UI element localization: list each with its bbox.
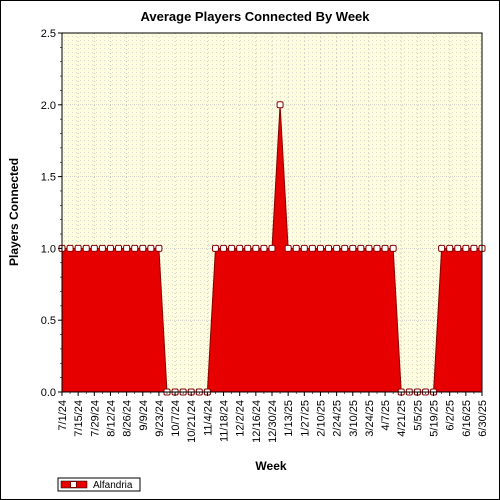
y-tick-label: 0.5	[41, 315, 56, 327]
data-point	[147, 244, 155, 252]
data-point	[211, 244, 219, 252]
y-tick-label: 0.0	[41, 387, 56, 399]
data-point	[365, 244, 373, 252]
x-tick-label: 6/2/25	[445, 400, 457, 431]
x-tick-label: 9/9/24	[138, 400, 150, 431]
data-point	[115, 244, 123, 252]
data-point	[292, 244, 300, 252]
x-tick-label: 11/18/24	[219, 400, 231, 442]
x-tick-label: 10/21/24	[186, 400, 198, 443]
data-point	[381, 244, 389, 252]
x-tick-label: 2/24/25	[332, 400, 344, 437]
data-point	[349, 244, 357, 252]
x-tick-label: 7/29/24	[89, 400, 101, 437]
data-point	[268, 244, 276, 252]
x-tick-label: 1/27/25	[299, 400, 311, 437]
data-point	[98, 244, 106, 252]
x-tick-label: 3/10/25	[348, 400, 360, 437]
x-tick-label: 7/15/24	[73, 400, 85, 437]
x-tick-label: 5/5/25	[412, 400, 424, 431]
data-point	[316, 244, 324, 252]
y-axis-label: Players Connected	[7, 158, 21, 266]
chart-title: Average Players Connected By Week	[140, 9, 370, 24]
data-point	[276, 101, 284, 109]
legend: Alfandria	[57, 477, 141, 492]
data-point	[454, 244, 462, 252]
x-tick-label: 1/13/25	[283, 400, 295, 437]
data-point	[82, 244, 90, 252]
data-point	[155, 244, 163, 252]
y-tick-label: 1.0	[41, 243, 56, 255]
y-tick-label: 2.0	[41, 100, 56, 112]
axes: 0.0 0.5 1.0 1.5 2.0 2.5 7/1/24 7/15/24 7/29/24 8/…	[41, 28, 489, 443]
x-tick-label: 4/21/25	[396, 400, 408, 437]
data-point	[325, 244, 333, 252]
data-point	[252, 244, 260, 252]
x-tick-label: 10/7/24	[170, 400, 182, 437]
data-point	[131, 244, 139, 252]
data-point	[300, 244, 308, 252]
data-point	[462, 244, 470, 252]
data-point	[470, 244, 478, 252]
data-point	[308, 244, 316, 252]
y-tick-label: 1.5	[41, 172, 56, 184]
data-point	[106, 244, 114, 252]
legend-marker	[70, 481, 77, 488]
x-axis-label: Week	[255, 459, 286, 473]
x-tick-label: 6/16/25	[461, 400, 473, 437]
data-point	[244, 244, 252, 252]
data-point	[438, 244, 446, 252]
data-point	[357, 244, 365, 252]
data-point	[74, 244, 82, 252]
series-alfandria	[58, 101, 486, 396]
x-tick-label: 4/7/25	[380, 400, 392, 431]
x-tick-label: 12/2/24	[235, 400, 247, 437]
data-point	[236, 244, 244, 252]
data-point	[389, 244, 397, 252]
y-tick-label: 2.5	[41, 28, 56, 40]
x-tick-label: 6/30/25	[477, 400, 489, 437]
x-tick-label: 12/16/24	[251, 400, 263, 443]
data-point	[139, 244, 147, 252]
x-tick-label: 3/24/25	[364, 400, 376, 437]
x-tick-label: 12/30/24	[267, 400, 279, 443]
x-tick-label: 2/10/25	[315, 400, 327, 437]
data-point	[341, 244, 349, 252]
x-tick-label: 11/4/24	[202, 400, 214, 436]
data-point	[228, 244, 236, 252]
x-tick-label: 9/23/24	[154, 400, 166, 437]
data-point	[373, 244, 381, 252]
legend-label: Alfandria	[93, 480, 133, 491]
data-point	[446, 244, 454, 252]
data-point	[284, 244, 292, 252]
data-point	[220, 244, 228, 252]
data-point	[333, 244, 341, 252]
x-tick-label: 8/26/24	[122, 400, 134, 437]
x-tick-label: 8/12/24	[105, 400, 117, 437]
data-point	[90, 244, 98, 252]
data-point	[123, 244, 131, 252]
x-tick-label: 5/19/25	[429, 400, 441, 437]
data-point	[260, 244, 268, 252]
data-point	[66, 244, 74, 252]
x-tick-label: 7/1/24	[57, 400, 69, 431]
